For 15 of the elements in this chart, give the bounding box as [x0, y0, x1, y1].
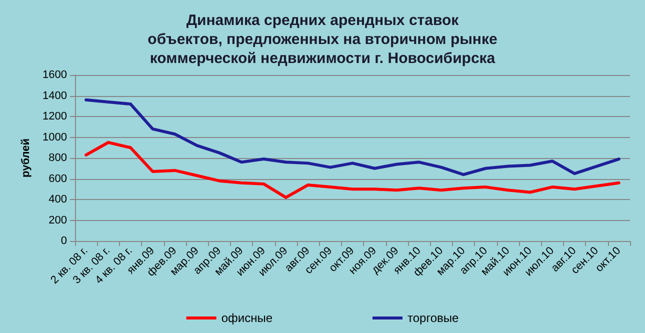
line-series	[84, 140, 620, 199]
y-tick-label: 200	[48, 214, 67, 226]
line-series	[84, 98, 620, 176]
legend-label: торговые	[408, 311, 459, 325]
y-tick-label: 1200	[42, 110, 67, 122]
y-tick-label: 0	[60, 235, 67, 247]
y-tick-label: 1600	[42, 69, 67, 81]
y-tick-label: 800	[48, 152, 67, 164]
y-tick-label: 400	[48, 194, 67, 206]
y-tick-label: 600	[48, 172, 67, 185]
y-tick-label: 1400	[42, 90, 67, 102]
chart-title: Динамика средних арендных ставок объектов, предложенных на вторичном рынке коммерческой недвижимости г. Новосибирска	[148, 12, 498, 67]
y-axis-title: рублей	[20, 138, 32, 178]
legend-label: офисные	[221, 311, 273, 325]
y-tick-label: 1000	[42, 131, 67, 144]
